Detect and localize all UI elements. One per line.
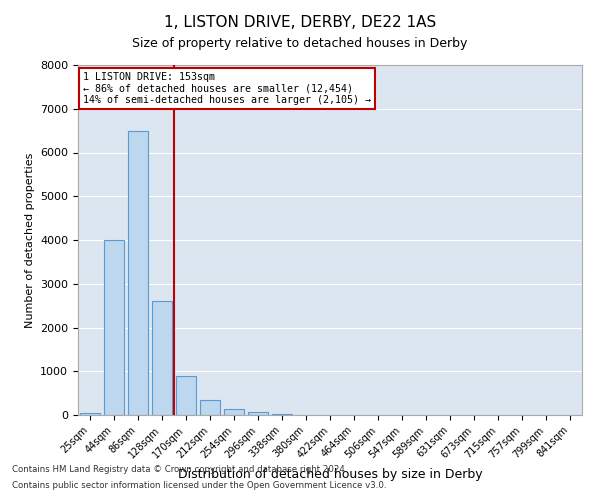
Bar bbox=[200, 400, 220, 415]
Text: Contains public sector information licensed under the Open Government Licence v3: Contains public sector information licen… bbox=[12, 480, 386, 490]
Text: Contains HM Land Registry data © Crown copyright and database right 2024.: Contains HM Land Registry data © Crown c… bbox=[12, 466, 347, 474]
Bar bbox=[152, 301, 172, 415]
Text: Size of property relative to detached houses in Derby: Size of property relative to detached ho… bbox=[133, 38, 467, 51]
Bar bbox=[104, 240, 124, 415]
Text: 1, LISTON DRIVE, DERBY, DE22 1AS: 1, LISTON DRIVE, DERBY, DE22 1AS bbox=[164, 15, 436, 30]
Bar bbox=[224, 410, 244, 415]
Text: 1 LISTON DRIVE: 153sqm
← 86% of detached houses are smaller (12,454)
14% of semi: 1 LISTON DRIVE: 153sqm ← 86% of detached… bbox=[83, 72, 371, 105]
Y-axis label: Number of detached properties: Number of detached properties bbox=[25, 152, 35, 328]
Bar bbox=[80, 413, 100, 415]
Bar bbox=[248, 412, 268, 415]
Bar bbox=[128, 130, 148, 415]
Bar bbox=[176, 376, 196, 415]
X-axis label: Distribution of detached houses by size in Derby: Distribution of detached houses by size … bbox=[178, 468, 482, 481]
Bar bbox=[272, 414, 292, 415]
